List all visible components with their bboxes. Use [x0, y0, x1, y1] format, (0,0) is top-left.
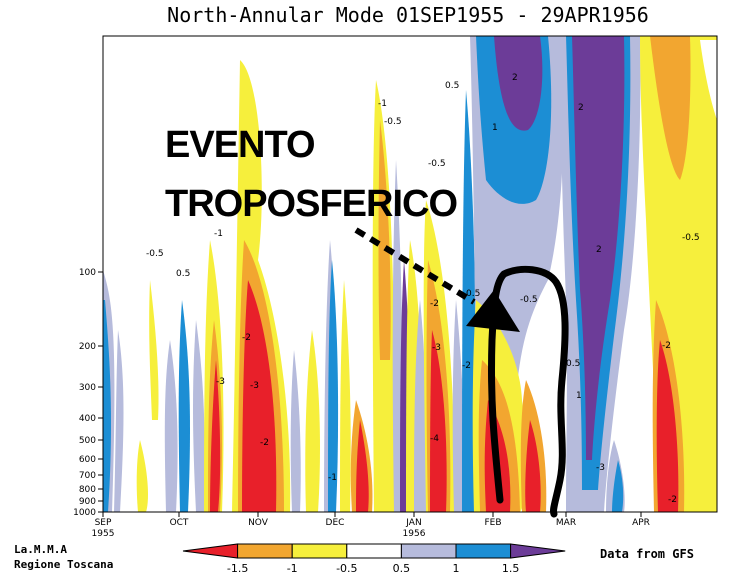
- contour-label: -1: [214, 229, 223, 239]
- contour-label: 2: [578, 103, 584, 113]
- contour-label: -0.5: [428, 159, 446, 169]
- colorbar-tick-label: 1.5: [502, 562, 520, 575]
- colorbar-tick-label: -1.5: [227, 562, 248, 575]
- colorbar-swatch: [237, 543, 293, 559]
- x-tick-label: APR: [632, 518, 650, 528]
- contour-label: 0.5: [466, 289, 480, 299]
- contour-label: 2: [596, 245, 602, 255]
- x-tick-label: MAR: [556, 518, 576, 528]
- credit-line-2: Regione Toscana: [14, 558, 113, 571]
- x-tick-label: SEP: [95, 518, 112, 528]
- contour-label: 0.5: [176, 269, 190, 279]
- contour-label: -1: [378, 99, 387, 109]
- y-tick-label: 700: [79, 471, 96, 481]
- contour-label: 1: [492, 123, 498, 133]
- colorbar-swatch: [455, 543, 512, 559]
- colorbar-swatch: [346, 543, 402, 559]
- contour-label: -2: [430, 299, 439, 309]
- y-tick-label: 800: [79, 485, 96, 495]
- contour-label: -2: [242, 333, 251, 343]
- x-tick-label: FEB: [484, 518, 501, 528]
- credit-line-1: La.M.M.A: [14, 543, 67, 556]
- chart-title: North-Annular Mode 01SEP1955 - 29APR1956: [167, 3, 649, 27]
- y-tick-label: 100: [79, 268, 96, 278]
- y-tick-label: 200: [79, 342, 96, 352]
- contour-label: 1: [576, 391, 582, 401]
- colorbar-swatch: [182, 543, 239, 559]
- contour-label: -2: [260, 438, 269, 448]
- contour-label: -0.5: [682, 233, 700, 243]
- x-tick-sublabel: 1956: [403, 529, 426, 539]
- contour-label: -3: [432, 343, 441, 353]
- arrowhead-icon: [466, 290, 520, 332]
- y-tick-label: 600: [79, 455, 96, 465]
- contour-label: 0.5: [566, 359, 580, 369]
- x-tick-label: OCT: [170, 518, 189, 528]
- dashed-arrow-line: [354, 227, 476, 305]
- y-tick-label: 1000: [73, 508, 96, 518]
- contour-label: -2: [668, 495, 677, 505]
- contour-label: -3: [216, 377, 225, 387]
- y-tick-label: 900: [79, 497, 96, 507]
- contour-label: -0.5: [146, 249, 164, 259]
- contour-label: -2: [462, 361, 471, 371]
- x-tick-label: NOV: [248, 518, 269, 528]
- colorbar-tick-label: -1: [287, 562, 298, 575]
- x-tick-label: JAN: [405, 518, 421, 528]
- y-tick-label: 500: [79, 436, 96, 446]
- colorbar-tick-label: 0.5: [393, 562, 411, 575]
- x-axis: SEP 1955 OCT NOV DEC JAN 1956 FEB MAR AP…: [92, 512, 650, 539]
- contour-label: -0.5: [384, 117, 402, 127]
- colorbar-swatch: [291, 543, 348, 559]
- plot-frame: [102, 35, 718, 513]
- y-tick-label: 400: [79, 414, 96, 424]
- annotation-line-1: EVENTO: [165, 124, 315, 166]
- contour-label: -2: [662, 341, 671, 351]
- colorbar-swatch: [510, 543, 566, 559]
- colorbar-tick-label: -0.5: [336, 562, 357, 575]
- contour-label: -3: [596, 463, 605, 473]
- anomaly-field: [103, 36, 717, 512]
- contour-label: -1: [328, 473, 337, 483]
- colorbar: -1.5 -1 -0.5 0.5 1 1.5: [182, 543, 566, 575]
- contour-label: -3: [250, 381, 259, 391]
- data-source: Data from GFS: [600, 547, 694, 561]
- colorbar-tick-label: 1: [453, 562, 460, 575]
- arrow-loop: [487, 265, 569, 518]
- x-tick-label: DEC: [326, 518, 345, 528]
- contour-label: -0.5: [520, 295, 538, 305]
- y-axis: 100 200 300 400 500 600 700 800 900 1000: [73, 268, 103, 518]
- annotation-line-2: TROPOSFERICO: [165, 183, 457, 225]
- x-tick-sublabel: 1955: [92, 529, 115, 539]
- contour-labels: 0.5 1 2 2 2 -1 -0.5 -0.5 -0.5 0.5 -1 -2 …: [146, 73, 700, 505]
- contour-label: 2: [512, 73, 518, 83]
- colorbar-swatch: [400, 543, 457, 559]
- contour-label: -4: [430, 434, 439, 444]
- y-tick-label: 300: [79, 383, 96, 393]
- contour-label: 0.5: [445, 81, 459, 91]
